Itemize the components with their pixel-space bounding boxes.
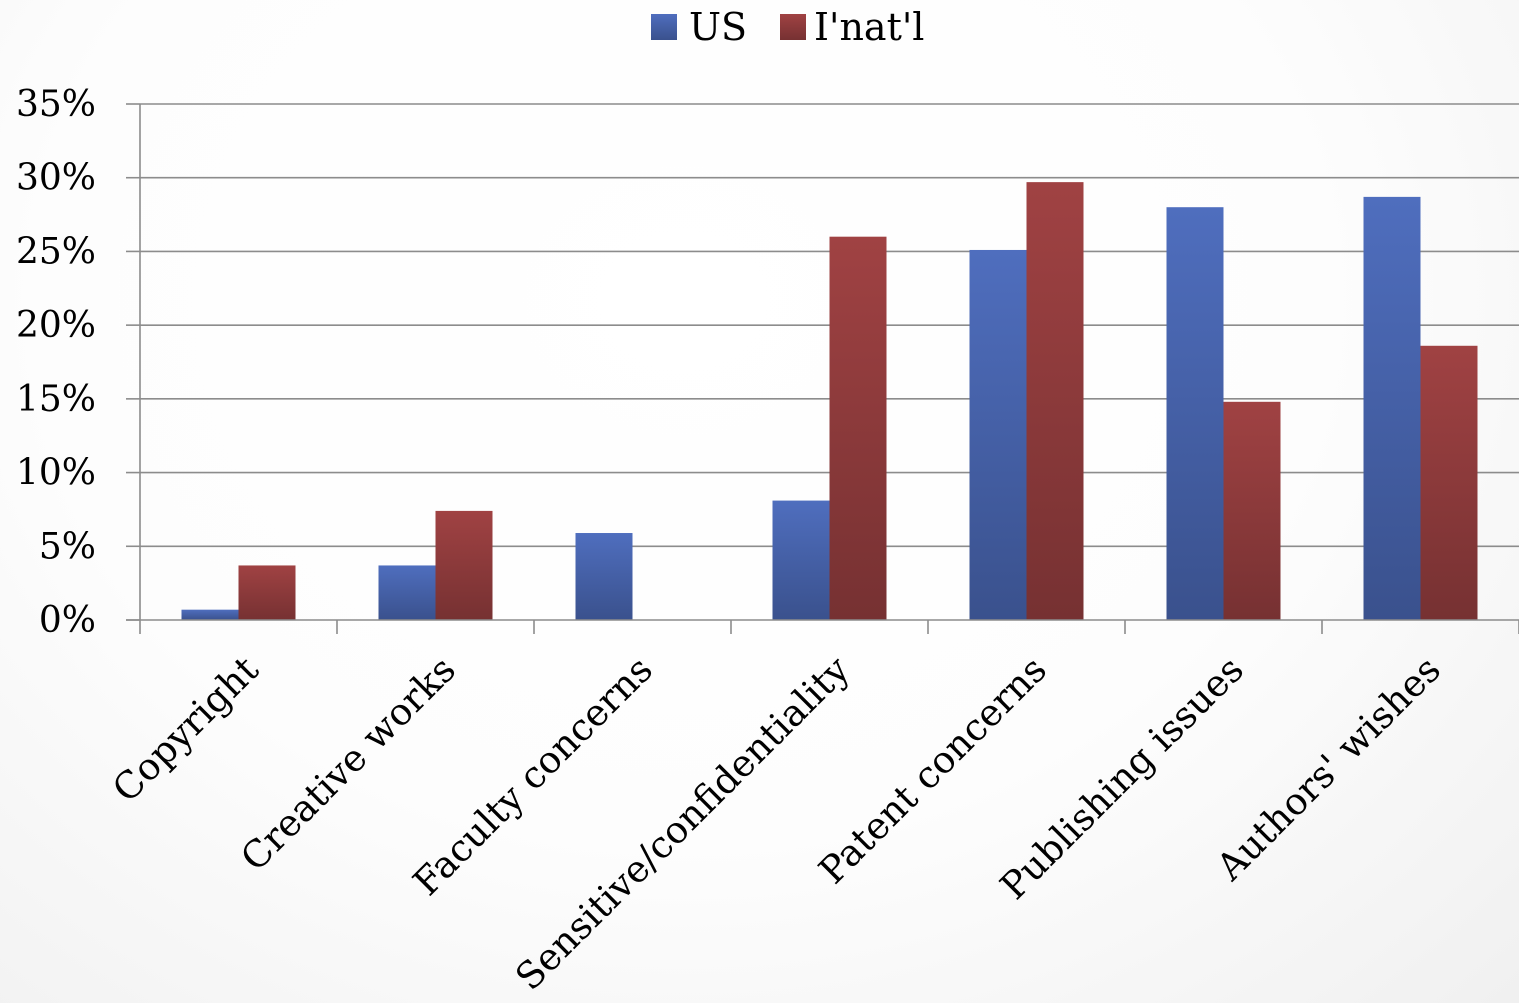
y-axis-tick-labels: 0% 5% 10% 15% 20% 25% 30% 35% [16,84,96,641]
bar-i-nat-l-1 [435,510,493,620]
legend-label: US [689,5,747,49]
bar-us-5 [1166,207,1224,620]
bar-us-2 [575,533,633,620]
bar-us-0 [181,609,239,620]
bar-i-nat-l-4 [1026,182,1084,620]
bar-us-3 [772,500,830,620]
legend: US I'nat'l [651,5,924,49]
y-tick-label: 10% [16,453,96,494]
x-tick-label: Creative works [232,648,463,879]
y-tick-label: 30% [16,158,96,199]
bar-i-nat-l-6 [1420,345,1478,620]
legend-label: I'nat'l [814,5,924,49]
bar-i-nat-l-5 [1223,401,1281,620]
axes [126,103,1519,634]
y-tick-label: 25% [16,231,96,272]
legend-swatch [651,14,677,40]
y-tick-label: 0% [39,600,96,641]
legend-swatch [780,14,806,40]
x-tick-label: Sensitive/confidentiality [507,648,858,999]
bar-us-4 [969,249,1027,620]
y-tick-label: 20% [16,305,96,346]
y-tick-label: 35% [16,84,96,125]
bar-us-6 [1363,196,1421,620]
bar-us-1 [378,565,436,620]
bars [181,182,1478,620]
bar-i-nat-l-0 [238,565,296,620]
y-tick-label: 15% [16,379,96,420]
bar-i-nat-l-3 [829,236,887,620]
x-tick-label: Copyright [104,648,267,811]
y-tick-label: 5% [39,526,96,567]
